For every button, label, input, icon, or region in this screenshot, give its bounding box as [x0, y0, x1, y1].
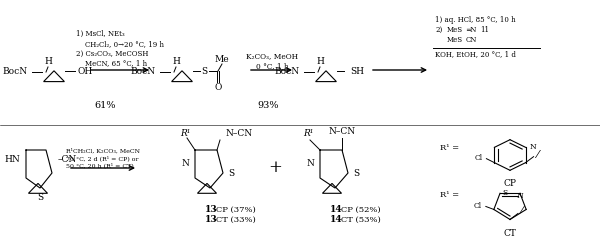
Text: ⁄: ⁄ [520, 206, 522, 216]
Text: S: S [201, 66, 207, 76]
Text: N–CN: N–CN [225, 128, 252, 138]
Text: S: S [37, 193, 43, 203]
Text: 13: 13 [205, 216, 218, 224]
Text: S: S [353, 168, 359, 178]
Text: S: S [228, 168, 234, 178]
Text: H: H [172, 58, 180, 66]
Text: -CP (37%): -CP (37%) [213, 206, 256, 214]
Text: R¹ =: R¹ = [440, 144, 459, 152]
Text: ⁄: ⁄ [536, 150, 538, 160]
Text: 13: 13 [205, 205, 218, 215]
Text: –CN: –CN [58, 156, 77, 164]
Text: OH: OH [78, 67, 93, 77]
Text: KOH, EtOH, 20 °C, 1 d: KOH, EtOH, 20 °C, 1 d [435, 50, 516, 58]
Text: MeS: MeS [447, 26, 463, 34]
Text: R¹ =: R¹ = [440, 191, 459, 199]
Text: BocN: BocN [131, 67, 156, 77]
Text: BocN: BocN [275, 67, 300, 77]
Text: CT: CT [503, 228, 517, 238]
Text: +: + [268, 160, 282, 176]
Text: 93%: 93% [257, 101, 279, 109]
Text: SH: SH [350, 66, 364, 76]
Text: ═N: ═N [466, 26, 476, 34]
Text: N–CN: N–CN [328, 127, 356, 137]
Text: HN: HN [4, 156, 20, 164]
Text: N: N [530, 143, 536, 151]
Text: 61%: 61% [94, 101, 116, 109]
Text: H: H [316, 58, 324, 66]
Text: O: O [214, 84, 221, 92]
Text: 1) aq. HCl, 85 °C, 10 h: 1) aq. HCl, 85 °C, 10 h [435, 16, 515, 24]
Text: BocN: BocN [3, 67, 28, 77]
Text: Cl: Cl [474, 203, 482, 210]
Text: 14: 14 [330, 216, 343, 224]
Text: -CP (52%): -CP (52%) [338, 206, 380, 214]
Text: H: H [44, 58, 52, 66]
Text: N: N [181, 160, 189, 168]
Text: N: N [517, 192, 523, 200]
Text: -CT (33%): -CT (33%) [213, 216, 256, 224]
Text: K₂CO₃, MeOH
0 °C, 1 h: K₂CO₃, MeOH 0 °C, 1 h [246, 52, 298, 70]
Text: S: S [502, 189, 507, 197]
Text: CP: CP [503, 179, 517, 187]
Text: MeS: MeS [447, 36, 463, 44]
Text: 14: 14 [330, 205, 343, 215]
Text: -CT (53%): -CT (53%) [338, 216, 381, 224]
Text: 11: 11 [480, 26, 489, 34]
Text: Me: Me [215, 55, 229, 65]
Text: R¹: R¹ [303, 128, 313, 138]
Text: N: N [306, 160, 314, 168]
Text: 1) MsCl, NEt₃
    CH₂Cl₂, 0→20 °C, 19 h
2) Cs₂CO₃, MeCOSH
    MeCN, 65 °C, 1 h: 1) MsCl, NEt₃ CH₂Cl₂, 0→20 °C, 19 h 2) C… [76, 30, 164, 67]
Text: R¹: R¹ [180, 128, 190, 138]
Text: Cl: Cl [474, 154, 482, 162]
Text: CN: CN [466, 36, 478, 44]
Text: R¹CH₂Cl, K₂CO₃, MeCN
70 °C, 2 d (R¹ = CP) or
50 °C, 20 h (R¹ = CT): R¹CH₂Cl, K₂CO₃, MeCN 70 °C, 2 d (R¹ = CP… [66, 148, 140, 168]
Text: 2): 2) [435, 26, 442, 34]
